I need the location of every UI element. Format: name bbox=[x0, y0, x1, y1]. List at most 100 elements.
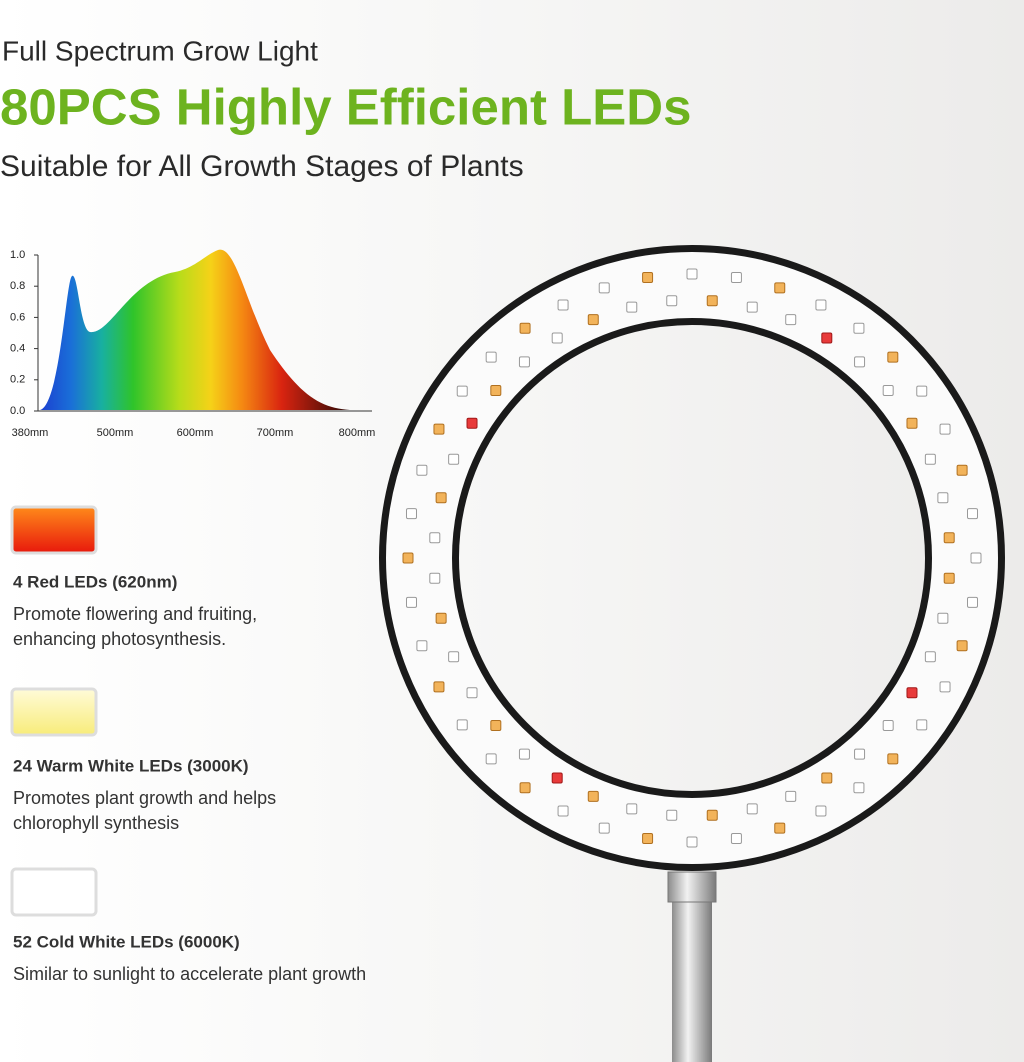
ring-panel bbox=[386, 252, 998, 864]
led-chip bbox=[970, 552, 982, 564]
led-chip bbox=[939, 681, 951, 693]
led-chip bbox=[730, 833, 742, 845]
led-chip bbox=[416, 640, 428, 652]
led-chip bbox=[882, 720, 894, 732]
led-chip bbox=[518, 748, 530, 760]
led-chip bbox=[435, 492, 447, 504]
led-chip bbox=[485, 351, 497, 363]
led-chip bbox=[429, 572, 441, 584]
y-tick-label: 0.2 bbox=[10, 374, 25, 386]
led-chip bbox=[456, 385, 468, 397]
led-chip bbox=[551, 332, 563, 344]
led-chip bbox=[906, 687, 918, 699]
kicker: Full Spectrum Grow Light bbox=[2, 35, 318, 66]
led-chip bbox=[557, 299, 569, 311]
led-chip bbox=[519, 782, 531, 794]
led-chip bbox=[433, 681, 445, 693]
led-chip bbox=[490, 720, 502, 732]
led-chip bbox=[456, 719, 468, 731]
x-tick-label: 600mm bbox=[177, 427, 214, 439]
led-chip bbox=[429, 532, 441, 544]
led-title: 24 Warm White LEDs (3000K) bbox=[13, 756, 249, 775]
led-chip bbox=[490, 384, 502, 396]
led-chip bbox=[706, 295, 718, 307]
led-chip bbox=[853, 782, 865, 794]
spectrum-chart bbox=[37, 249, 372, 412]
led-chip bbox=[730, 271, 742, 283]
led-chip bbox=[598, 822, 610, 834]
led-chip bbox=[887, 753, 899, 765]
led-chip bbox=[686, 268, 698, 280]
led-chip bbox=[821, 772, 833, 784]
led-chip bbox=[642, 271, 654, 283]
led-chip bbox=[815, 805, 827, 817]
y-tick-label: 0.0 bbox=[10, 405, 25, 417]
ring-light bbox=[379, 245, 1005, 1062]
led-chip bbox=[956, 640, 968, 652]
led-chip bbox=[943, 532, 955, 544]
led-chip bbox=[854, 748, 866, 760]
led-chip bbox=[821, 332, 833, 344]
led-chip bbox=[433, 423, 445, 435]
led-chip bbox=[587, 314, 599, 326]
led-chip bbox=[706, 809, 718, 821]
stand-joint bbox=[667, 871, 717, 903]
led-chip bbox=[686, 836, 698, 848]
led-chip bbox=[887, 351, 899, 363]
led-chip bbox=[956, 464, 968, 476]
led-chip bbox=[666, 809, 678, 821]
led-chip bbox=[405, 508, 417, 520]
warm-led-swatch bbox=[10, 687, 98, 737]
led-chip bbox=[924, 453, 936, 465]
x-tick-label: 380mm bbox=[12, 427, 49, 439]
x-tick-label: 800mm bbox=[339, 427, 376, 439]
led-chip bbox=[906, 417, 918, 429]
led-chip bbox=[642, 833, 654, 845]
led-chip bbox=[939, 423, 951, 435]
led-chip bbox=[626, 301, 638, 313]
led-chip bbox=[448, 651, 460, 663]
cold-led-swatch bbox=[10, 867, 98, 917]
led-chip bbox=[943, 572, 955, 584]
led-chip bbox=[937, 492, 949, 504]
tagline: Suitable for All Growth Stages of Plants bbox=[0, 150, 524, 183]
y-tick-label: 0.8 bbox=[10, 280, 25, 292]
led-chip bbox=[916, 719, 928, 731]
led-title: 4 Red LEDs (620nm) bbox=[13, 572, 177, 591]
led-chip bbox=[815, 299, 827, 311]
led-chip bbox=[405, 596, 417, 608]
led-chip bbox=[666, 295, 678, 307]
led-chip bbox=[774, 282, 786, 294]
led-title: 52 Cold White LEDs (6000K) bbox=[13, 932, 240, 951]
y-tick-label: 1.0 bbox=[10, 249, 25, 261]
led-chip bbox=[882, 384, 894, 396]
led-chip bbox=[774, 822, 786, 834]
led-description: Promote flowering and fruiting, bbox=[13, 604, 257, 624]
led-chip bbox=[416, 464, 428, 476]
led-chip bbox=[551, 772, 563, 784]
led-chip bbox=[746, 803, 758, 815]
led-chip bbox=[626, 803, 638, 815]
y-tick-label: 0.6 bbox=[10, 311, 25, 323]
led-chip bbox=[466, 687, 478, 699]
led-chip bbox=[854, 356, 866, 368]
led-chip bbox=[435, 612, 447, 624]
led-chip bbox=[924, 651, 936, 663]
led-chip bbox=[853, 322, 865, 334]
red-led-swatch bbox=[10, 505, 98, 555]
led-chip bbox=[937, 612, 949, 624]
led-chip bbox=[557, 805, 569, 817]
led-array bbox=[402, 268, 982, 848]
led-chip bbox=[967, 508, 979, 520]
led-description: chlorophyll synthesis bbox=[13, 813, 179, 833]
led-chip bbox=[448, 453, 460, 465]
spectrum-curve bbox=[40, 249, 350, 410]
led-chip bbox=[402, 552, 414, 564]
led-chip bbox=[746, 301, 758, 313]
led-chip bbox=[587, 790, 599, 802]
led-chip bbox=[519, 322, 531, 334]
y-tick-label: 0.4 bbox=[10, 343, 25, 355]
led-description: Similar to sunlight to accelerate plant … bbox=[13, 964, 366, 984]
